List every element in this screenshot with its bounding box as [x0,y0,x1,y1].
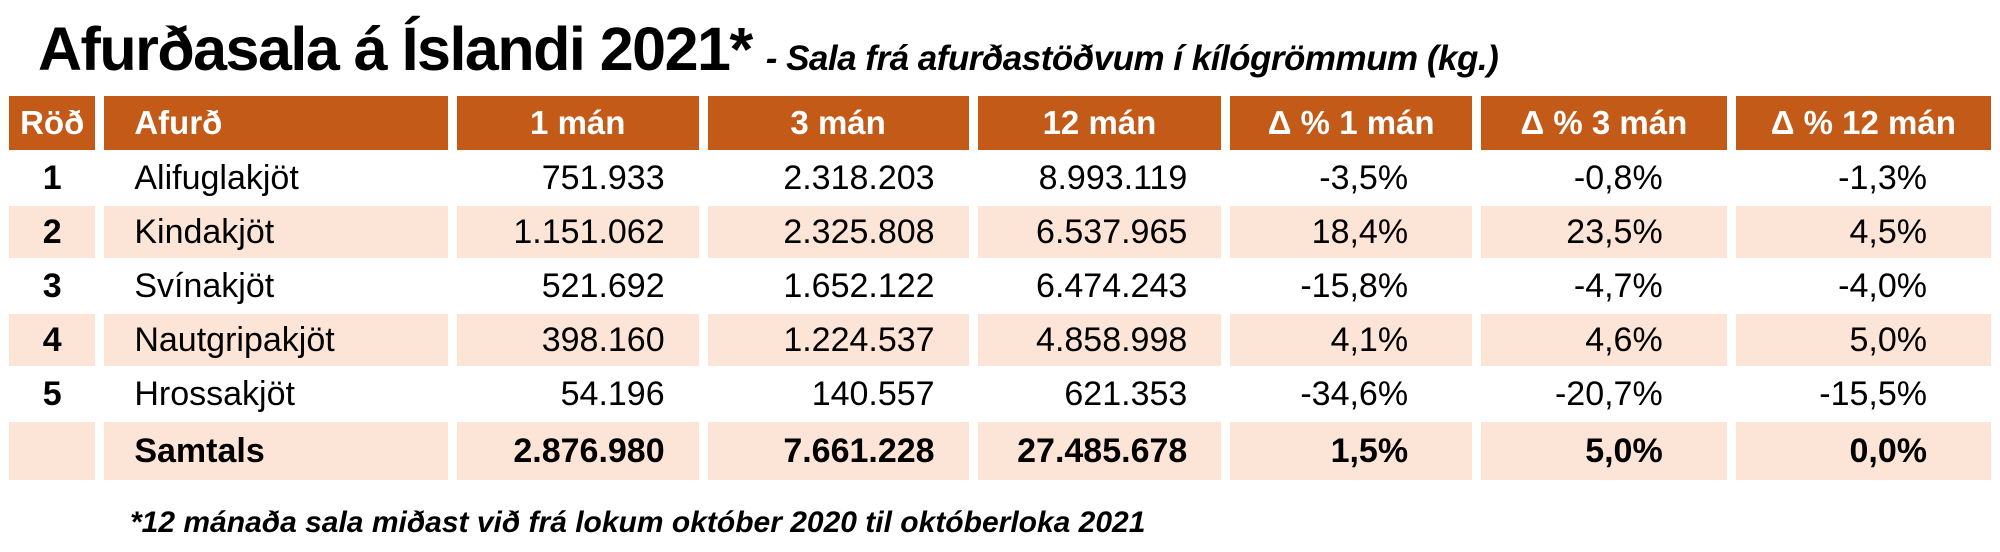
table-row: 2 Kindakjöt 1.151.062 2.325.808 6.537.96… [9,206,1991,258]
cell-12man: 6.474.243 [977,260,1222,312]
cell-delta-12man: 0,0% [1735,422,1991,480]
cell-delta-3man: -0,8% [1481,152,1727,204]
header-cell-3man: 3 mán [707,96,969,150]
product-cell: Nautgripakjöt [104,314,448,366]
cell-delta-3man: -20,7% [1481,368,1727,420]
product-cell: Hrossakjöt [104,368,448,420]
product-cell: Kindakjöt [104,206,448,258]
cell-12man: 4.858.998 [977,314,1222,366]
cell-3man: 1.224.537 [707,314,969,366]
footnote: *12 mánaða sala miðast við frá lokum okt… [130,506,1146,539]
row-number-cell: 2 [9,206,96,258]
totals-label-cell: Samtals [104,422,448,480]
row-number-cell: 4 [9,314,96,366]
header-cell-rod: Röð [9,96,96,150]
page-subtitle: - Sala frá afurðastöðvum í kílógrömmum (… [765,39,1499,78]
table-row: 1 Alifuglakjöt 751.933 2.318.203 8.993.1… [9,152,1991,204]
cell-12man: 621.353 [977,368,1222,420]
cell-1man: 398.160 [456,314,699,366]
cell-delta-12man: 4,5% [1735,206,1991,258]
row-number-cell: 3 [9,260,96,312]
cell-12man: 27.485.678 [977,422,1222,480]
cell-delta-3man: 5,0% [1481,422,1727,480]
row-number-cell: 5 [9,368,96,420]
header-cell-delta-3man: Δ % 3 mán [1481,96,1727,150]
page-title: Afurðasala á Íslandi 2021* [38,15,753,83]
row-number-cell [9,422,96,480]
header-row: Röð Afurð 1 mán 3 mán 12 mán Δ % 1 mán Δ… [9,96,1991,150]
cell-delta-12man: -15,5% [1735,368,1991,420]
table-row: 3 Svínakjöt 521.692 1.652.122 6.474.243 … [9,260,1991,312]
totals-row: Samtals 2.876.980 7.661.228 27.485.678 1… [9,422,1991,480]
cell-delta-1man: 4,1% [1230,314,1473,366]
cell-1man: 521.692 [456,260,699,312]
cell-1man: 1.151.062 [456,206,699,258]
cell-12man: 6.537.965 [977,206,1222,258]
product-cell: Alifuglakjöt [104,152,448,204]
cell-delta-1man: 18,4% [1230,206,1473,258]
cell-3man: 2.318.203 [707,152,969,204]
header-cell-1man: 1 mán [456,96,699,150]
table-row: 5 Hrossakjöt 54.196 140.557 621.353 -34,… [9,368,1991,420]
title-bar: Afurðasala á Íslandi 2021* - Sala frá af… [38,0,1499,96]
product-cell: Svínakjöt [104,260,448,312]
cell-3man: 1.652.122 [707,260,969,312]
cell-delta-3man: 23,5% [1481,206,1727,258]
cell-delta-1man: -15,8% [1230,260,1473,312]
cell-3man: 7.661.228 [707,422,969,480]
header-cell-12man: 12 mán [977,96,1222,150]
cell-1man: 751.933 [456,152,699,204]
sales-table: Röð Afurð 1 mán 3 mán 12 mán Δ % 1 mán Δ… [0,94,2000,482]
cell-3man: 2.325.808 [707,206,969,258]
cell-delta-3man: 4,6% [1481,314,1727,366]
row-number-cell: 1 [9,152,96,204]
cell-1man: 2.876.980 [456,422,699,480]
cell-delta-1man: -3,5% [1230,152,1473,204]
table-row: 4 Nautgripakjöt 398.160 1.224.537 4.858.… [9,314,1991,366]
cell-1man: 54.196 [456,368,699,420]
cell-delta-1man: 1,5% [1230,422,1473,480]
cell-delta-3man: -4,7% [1481,260,1727,312]
cell-delta-12man: -4,0% [1735,260,1991,312]
cell-delta-12man: -1,3% [1735,152,1991,204]
cell-delta-12man: 5,0% [1735,314,1991,366]
cell-3man: 140.557 [707,368,969,420]
header-cell-afurd: Afurð [104,96,448,150]
cell-delta-1man: -34,6% [1230,368,1473,420]
header-cell-delta-1man: Δ % 1 mán [1230,96,1473,150]
header-cell-delta-12man: Δ % 12 mán [1735,96,1991,150]
cell-12man: 8.993.119 [977,152,1222,204]
